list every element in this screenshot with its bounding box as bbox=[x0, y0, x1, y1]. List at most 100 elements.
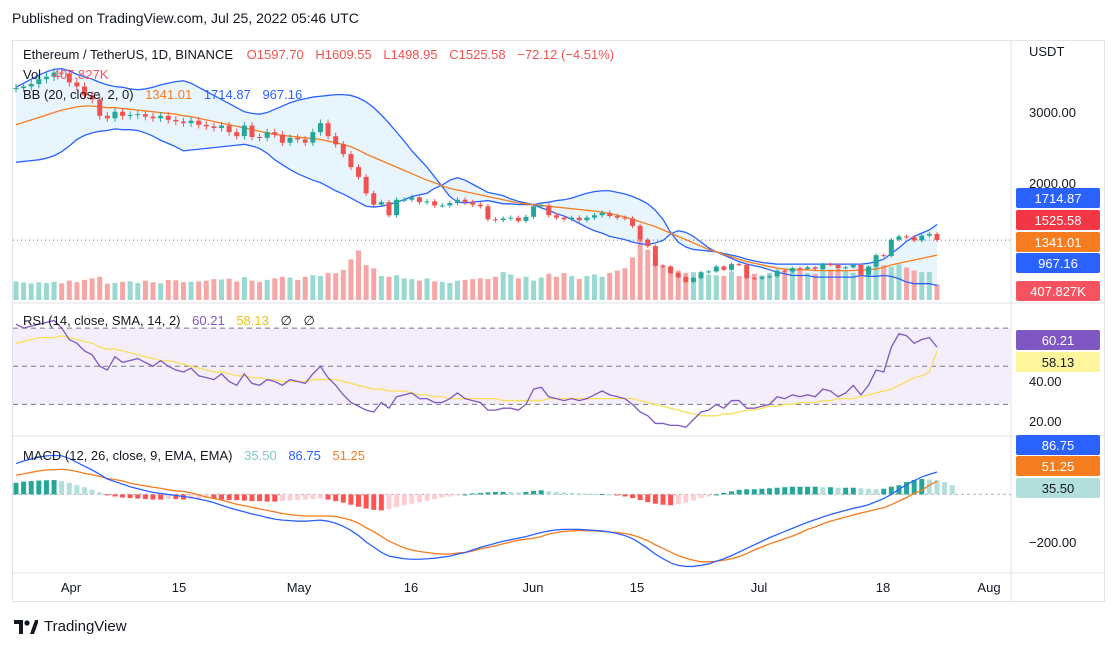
macd-hist-bar bbox=[774, 487, 780, 495]
price-label-volume-bg bbox=[1016, 281, 1100, 301]
macd-hist-bar bbox=[569, 492, 575, 495]
macd-hist-bar bbox=[675, 494, 681, 505]
macd-hist-bar bbox=[683, 494, 689, 503]
candle-body bbox=[896, 236, 902, 240]
volume-bar bbox=[660, 265, 666, 300]
rsi-tick-20: 20.00 bbox=[1029, 414, 1062, 429]
candle-body bbox=[89, 95, 95, 100]
candle-body bbox=[51, 72, 57, 77]
volume-bar bbox=[363, 265, 369, 300]
time-tick-jul: Jul bbox=[751, 580, 768, 595]
candle-body bbox=[599, 212, 605, 216]
macd-hist-bar bbox=[112, 494, 118, 497]
candle-body bbox=[515, 217, 521, 221]
volume-bar bbox=[698, 273, 704, 300]
macd-hist-bar bbox=[401, 494, 407, 506]
volume-bar bbox=[767, 272, 773, 300]
bb-upper-line bbox=[15, 67, 938, 265]
chart-container[interactable]: Ethereum / TetherUS, 1D, BINANCE O1597.7… bbox=[12, 40, 1105, 602]
legend-rsi-extra2: ∅ bbox=[303, 313, 314, 328]
macd-hist-bar bbox=[409, 494, 415, 504]
volume-bar bbox=[645, 249, 651, 300]
volume-bar bbox=[546, 273, 552, 300]
candle-body bbox=[333, 136, 339, 145]
macd-hist-bar bbox=[66, 482, 72, 495]
macd-hist-bar bbox=[888, 486, 894, 495]
volume-bar bbox=[500, 272, 506, 300]
candle-body bbox=[378, 202, 384, 205]
candle-body bbox=[660, 265, 666, 267]
candle-body bbox=[317, 123, 323, 133]
macd-hist-bar bbox=[820, 487, 826, 495]
volume-bar bbox=[416, 280, 422, 300]
footer-brand-name: TradingView bbox=[44, 618, 127, 635]
legend-low: L1498.95 bbox=[383, 47, 437, 62]
price-pane[interactable] bbox=[13, 67, 1011, 300]
candle-body bbox=[447, 203, 453, 206]
volume-bar bbox=[911, 270, 917, 300]
macd-hist-bar bbox=[835, 487, 841, 495]
volume-bar bbox=[865, 267, 871, 300]
macd-hist-bar bbox=[493, 491, 499, 495]
macd-hist-bar bbox=[135, 494, 141, 499]
macd-hist-bar bbox=[805, 486, 811, 495]
candle-body bbox=[911, 237, 917, 241]
candle-body bbox=[219, 125, 225, 129]
candle-body bbox=[881, 255, 887, 257]
volume-bar bbox=[21, 282, 27, 300]
macd-hist-bar bbox=[363, 494, 369, 509]
candle-body bbox=[249, 125, 255, 137]
volume-bar bbox=[751, 273, 757, 300]
volume-bar bbox=[934, 284, 940, 300]
volume-bar bbox=[409, 279, 415, 300]
macd-hist-bar bbox=[462, 494, 468, 496]
candle-body bbox=[508, 217, 514, 219]
volume-bar bbox=[462, 279, 468, 300]
candle-body bbox=[394, 199, 400, 216]
candle-body bbox=[865, 266, 871, 275]
svg-text:RSI (14, close, SMA, 14, 2): RSI (14, close, SMA, 14, 2) 60.21 58.13 … bbox=[23, 313, 315, 328]
rsi-pane[interactable] bbox=[13, 319, 1011, 428]
candle-body bbox=[744, 264, 750, 278]
candle-body bbox=[835, 264, 841, 269]
candle-body bbox=[614, 216, 620, 218]
candle-body bbox=[173, 119, 179, 122]
volume-bar bbox=[919, 272, 925, 300]
time-tick-aug: Aug bbox=[977, 580, 1000, 595]
volume-bar bbox=[447, 282, 453, 300]
volume-bar bbox=[493, 276, 499, 300]
legend-bb-upper: 1714.87 bbox=[204, 87, 251, 102]
macd-pane[interactable] bbox=[13, 454, 1011, 568]
macd-hist-bar bbox=[272, 494, 278, 502]
candle-body bbox=[272, 132, 278, 135]
volume-bar bbox=[652, 259, 658, 300]
volume-bar bbox=[173, 280, 179, 300]
legend-vol-label: Vol bbox=[23, 67, 41, 82]
candle-body bbox=[531, 206, 537, 217]
volume-bar bbox=[850, 272, 856, 300]
bb-fill-area bbox=[16, 68, 937, 286]
candle-body bbox=[21, 86, 27, 89]
macd-hist-bar bbox=[158, 494, 164, 500]
macd-hist-bar bbox=[645, 494, 651, 503]
macd-hist-bar bbox=[538, 490, 544, 495]
macd-hist-bar bbox=[934, 480, 940, 495]
volume-bar bbox=[439, 281, 445, 300]
macd-hist-bar bbox=[508, 492, 514, 495]
legend-high: H1609.55 bbox=[315, 47, 371, 62]
candle-body bbox=[234, 132, 240, 137]
candle-body bbox=[424, 201, 430, 203]
volume-bar bbox=[591, 274, 597, 300]
macd-hist-bar bbox=[333, 494, 339, 502]
macd-hist-bar bbox=[196, 494, 202, 499]
volume-bar bbox=[43, 282, 49, 300]
time-tick-jul18: 18 bbox=[876, 580, 890, 595]
candle-body bbox=[477, 204, 483, 207]
macd-label-line: 86.75 bbox=[1042, 438, 1075, 453]
footer-branding[interactable]: TradingView bbox=[14, 618, 127, 635]
candle-body bbox=[59, 72, 65, 74]
macd-hist-bar bbox=[226, 494, 232, 501]
candle-body bbox=[112, 111, 118, 119]
macd-hist-bar bbox=[203, 494, 209, 499]
chart-svg[interactable]: Ethereum / TetherUS, 1D, BINANCE O1597.7… bbox=[13, 41, 1104, 601]
